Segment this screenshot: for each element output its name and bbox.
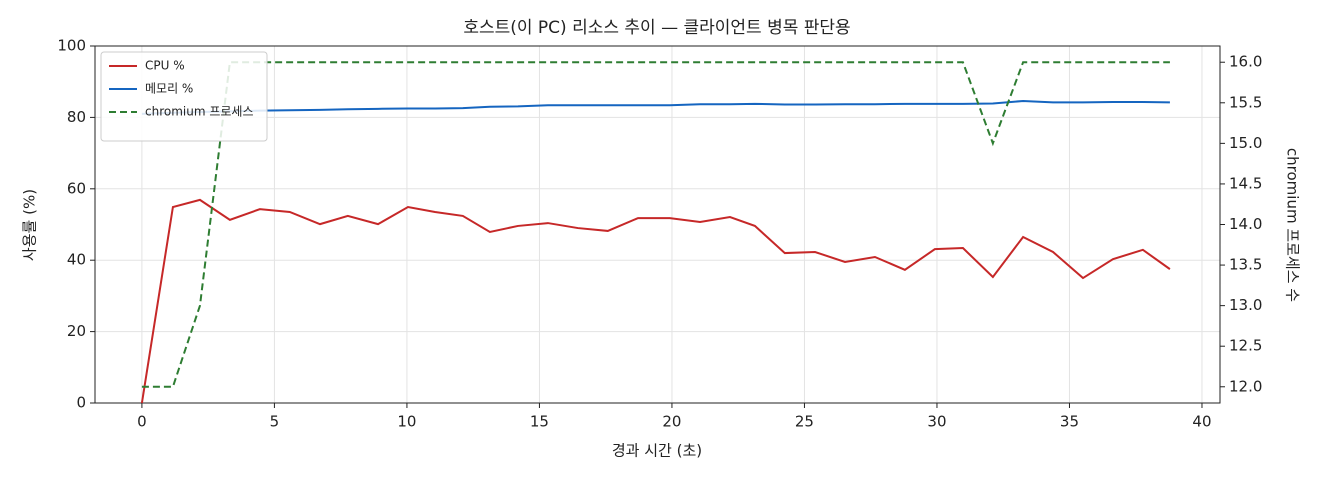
y2-tick-label: 13.0 <box>1229 296 1262 314</box>
x-tick-label: 0 <box>137 413 147 431</box>
y-tick-label: 80 <box>67 108 86 126</box>
y2-tick-label: 12.5 <box>1229 337 1262 355</box>
y2-tick-label: 16.0 <box>1229 53 1262 71</box>
legend-label: chromium 프로세스 <box>145 105 254 119</box>
y-tick-label: 20 <box>67 322 86 340</box>
y2-tick-label: 12.0 <box>1229 377 1262 395</box>
y-tick-label: 60 <box>67 179 86 197</box>
y2-tick-label: 15.5 <box>1229 93 1262 111</box>
legend-label: 메모리 % <box>145 82 193 96</box>
x-tick-label: 40 <box>1192 413 1211 431</box>
y-axis-label: 사용률 (%) <box>21 189 39 261</box>
y2-tick-label: 15.0 <box>1229 134 1262 152</box>
chart-title: 호스트(이 PC) 리소스 추이 — 클라이언트 병목 판단용 <box>463 18 850 38</box>
y2-axis-label: chromium 프로세스 수 <box>1284 148 1302 302</box>
y-tick-label: 0 <box>76 394 86 412</box>
y2-tick-label: 14.0 <box>1229 215 1262 233</box>
legend-label: CPU % <box>145 59 185 73</box>
x-tick-label: 20 <box>662 413 681 431</box>
y-tick-label: 40 <box>67 251 86 269</box>
series-line <box>141 61 1170 388</box>
series-line <box>141 99 1170 115</box>
legend-box <box>100 51 268 142</box>
plot-frame <box>94 45 1221 404</box>
y-tick-label: 100 <box>57 37 86 55</box>
y2-tick-label: 13.5 <box>1229 256 1262 274</box>
x-tick-label: 10 <box>397 413 416 431</box>
legend: CPU % 메모리 % chromium 프로세스 <box>100 51 268 142</box>
series-line <box>140 198 1171 404</box>
x-tick-label: 35 <box>1060 413 1079 431</box>
y2-tick-label: 14.5 <box>1229 174 1262 192</box>
x-axis-label: 경과 시간 (초) <box>612 442 702 460</box>
x-tick-label: 5 <box>270 413 280 431</box>
x-tick-label: 15 <box>530 413 549 431</box>
x-tick-label: 25 <box>795 413 814 431</box>
x-tick-label: 30 <box>927 413 946 431</box>
